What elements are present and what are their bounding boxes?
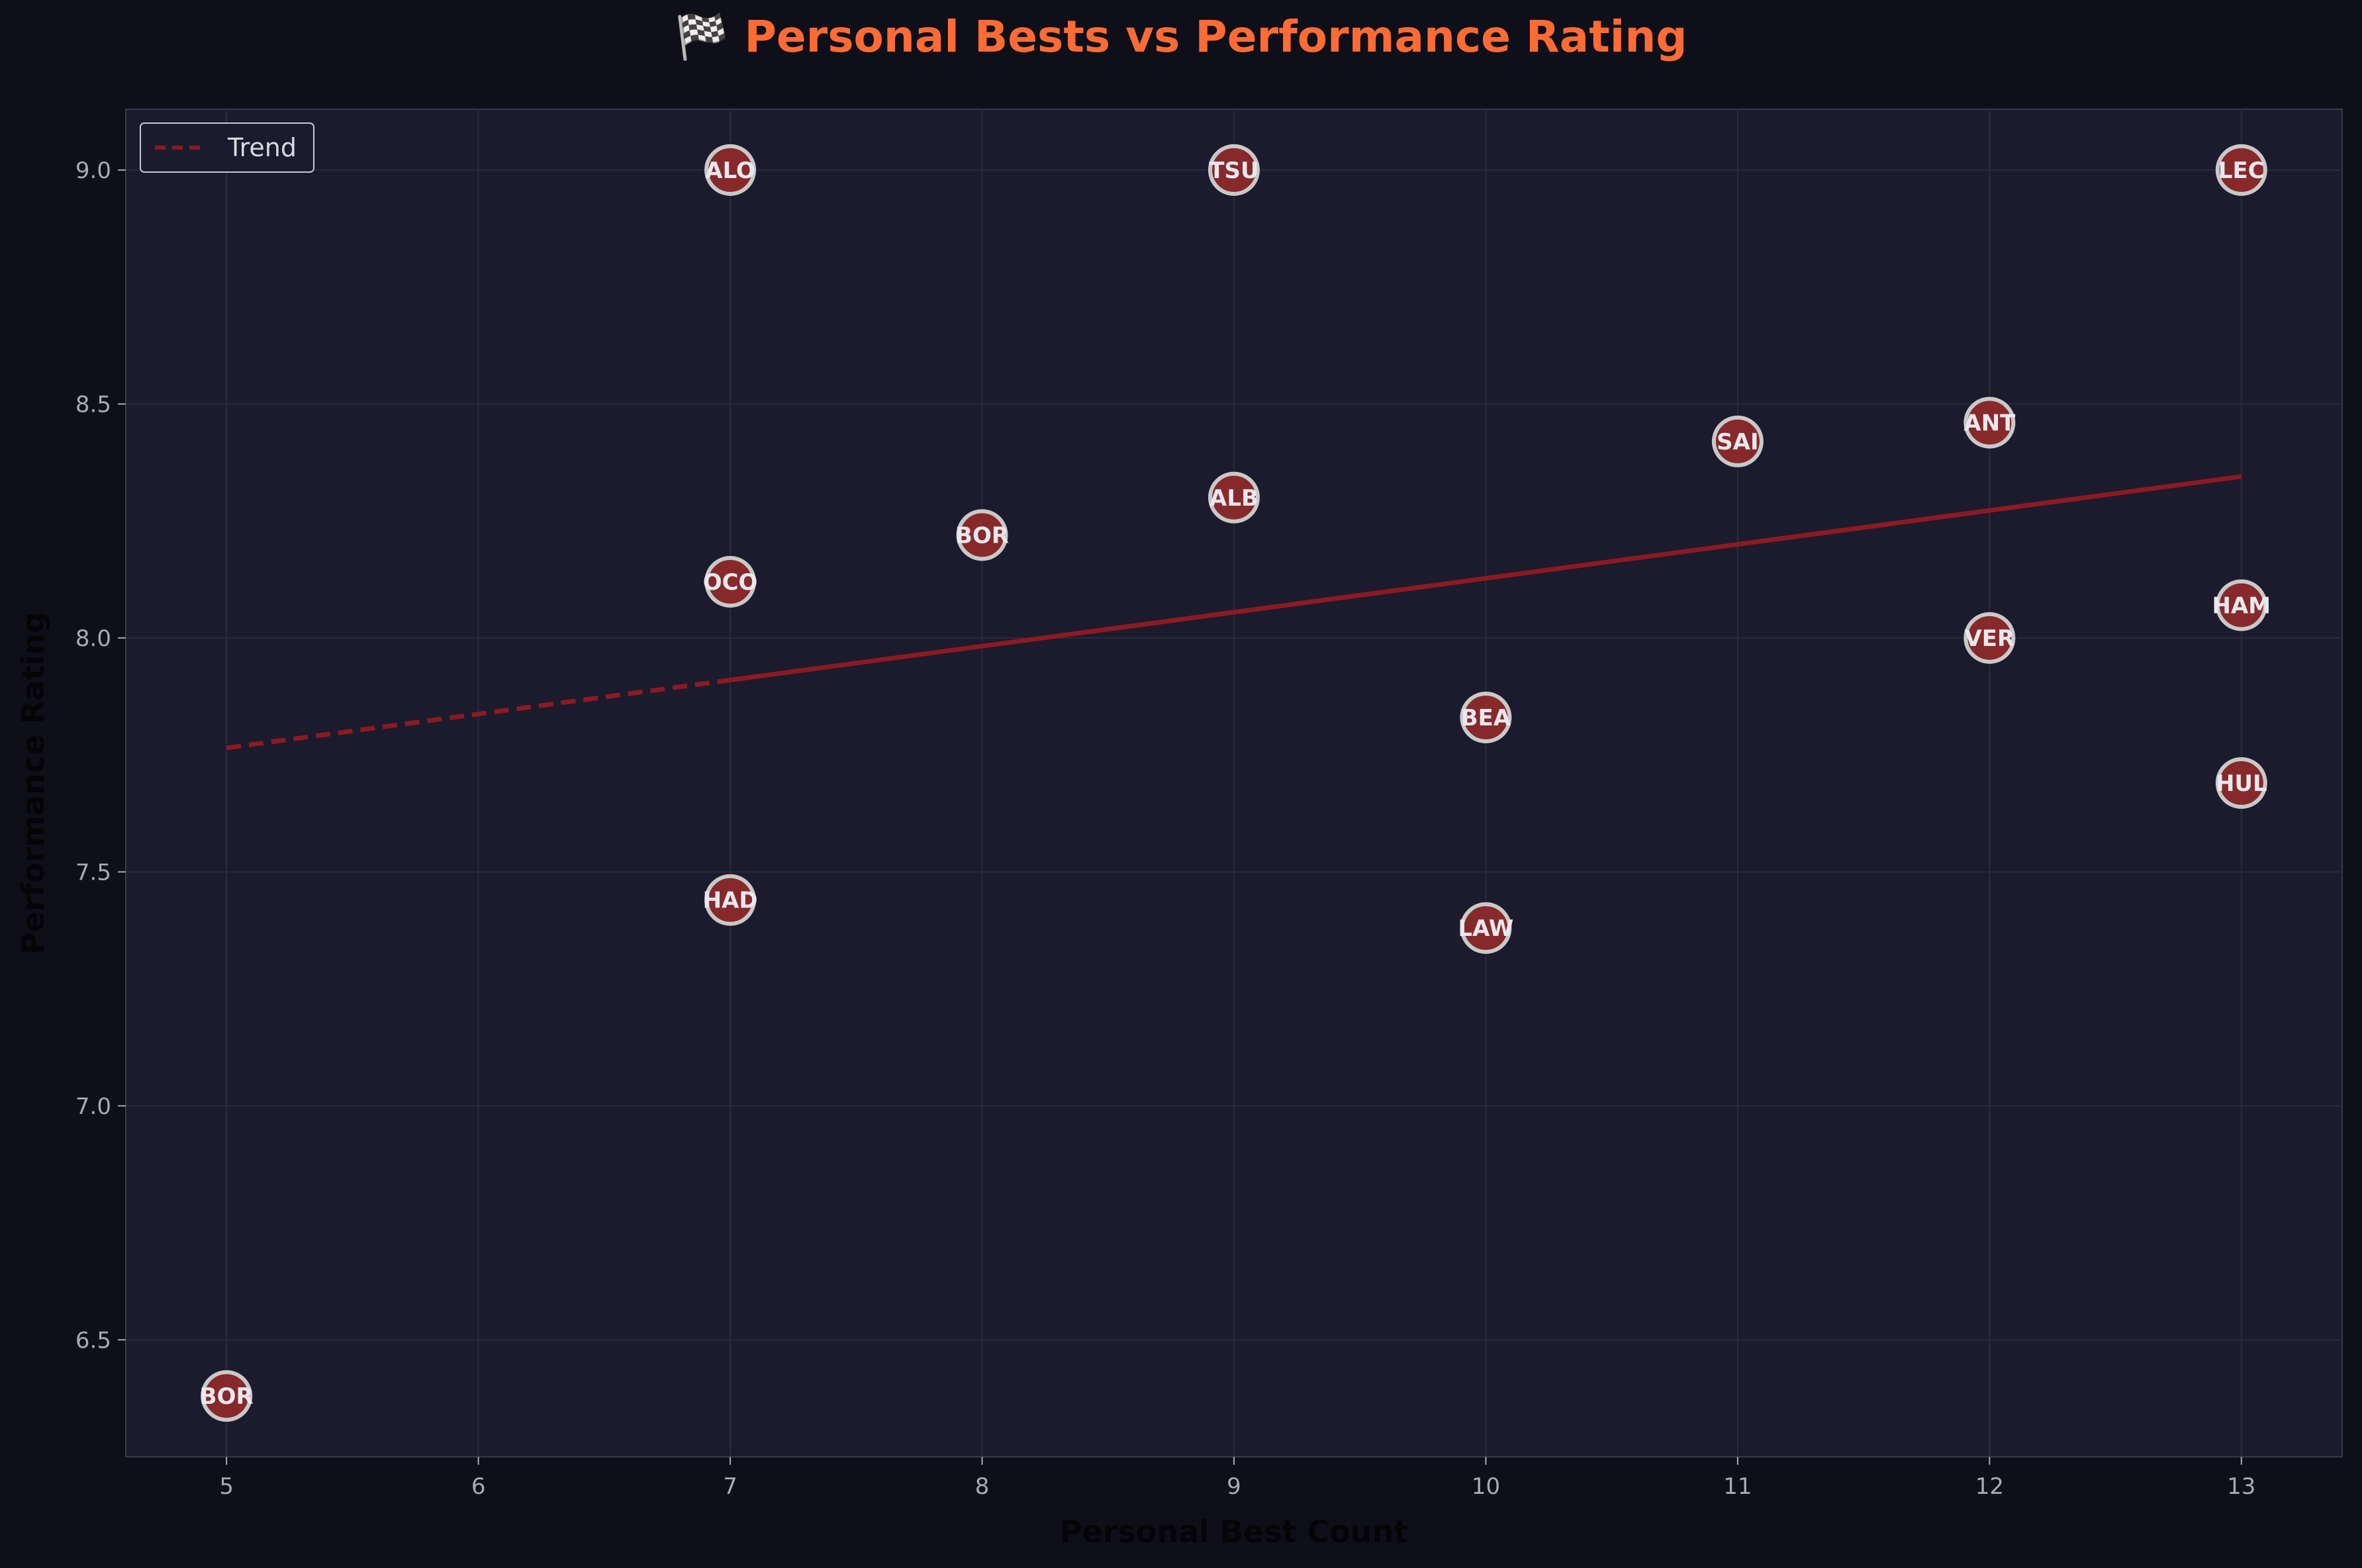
- point-label: LAW: [1458, 915, 1513, 942]
- data-point: TSU: [1208, 144, 1260, 196]
- axis-ticks: 5 6 7 8 9 10 11 12 13 6.5 7.0 7.5 8.0 8.5 9.0: [75, 158, 2256, 1500]
- point-label: HAD: [703, 888, 758, 914]
- point-label: TSU: [1209, 158, 1258, 184]
- point-label: HUL: [2216, 770, 2267, 797]
- point-marker: [1208, 144, 1260, 196]
- y-tick-label: 8.0: [75, 625, 111, 652]
- data-point: ALO: [704, 144, 757, 196]
- point-marker: [1460, 692, 1512, 744]
- point-label: LEC: [2218, 158, 2265, 184]
- legend-box: [140, 122, 314, 173]
- point-marker: [704, 144, 757, 196]
- x-tick-label: 12: [1975, 1473, 2004, 1500]
- trend-line: [226, 474, 2242, 751]
- x-tick-label: 9: [1227, 1473, 1241, 1500]
- point-marker: [1963, 612, 2016, 664]
- point-label: SAI: [1717, 429, 1758, 455]
- trend-line-dashed: [226, 678, 731, 751]
- y-tick-label: 9.0: [75, 158, 111, 184]
- data-point: LAW: [1458, 902, 1513, 954]
- x-tick-label: 13: [2227, 1473, 2255, 1500]
- point-marker: [2215, 579, 2267, 631]
- x-tick-label: 11: [1723, 1473, 1752, 1500]
- point-marker: [1208, 471, 1260, 524]
- point-marker: [1711, 415, 1764, 467]
- data-point: HAD: [703, 874, 758, 926]
- y-tick-label: 7.0: [75, 1093, 111, 1120]
- x-tick-label: 5: [219, 1473, 234, 1500]
- y-axis-title: Performance Rating: [15, 612, 51, 954]
- point-label: ALO: [705, 158, 755, 184]
- point-marker: [704, 556, 757, 608]
- legend: Trend: [140, 122, 314, 173]
- legend-trend-label: Trend: [227, 133, 297, 162]
- data-point: ALB: [1208, 471, 1260, 524]
- point-marker: [201, 1370, 253, 1422]
- y-tick-label: 7.5: [75, 859, 111, 886]
- x-tick-label: 6: [471, 1473, 486, 1500]
- point-marker: [704, 874, 757, 926]
- point-label: BOR: [955, 522, 1009, 549]
- point-marker: [956, 509, 1008, 561]
- data-point: VER: [1963, 612, 2016, 664]
- x-tick-label: 10: [1472, 1473, 1500, 1500]
- point-label: VER: [1964, 625, 2014, 652]
- point-label: OCO: [703, 569, 758, 596]
- x-axis-title: Personal Best Count: [1060, 1514, 1409, 1549]
- data-point: BOR: [200, 1370, 254, 1422]
- data-point: BOR: [955, 509, 1009, 561]
- point-label: BOR: [200, 1383, 254, 1410]
- point-marker: [2215, 144, 2267, 196]
- point-label: HAM: [2212, 592, 2271, 619]
- point-label: ALB: [1209, 485, 1258, 512]
- data-points: BOR ALO OCO HAD BOR TSU ALB LAW BEA SAI ANT VER LEC H…: [200, 144, 2271, 1422]
- chart-title: 🏁 Personal Bests vs Performance Rating: [675, 11, 1687, 62]
- trend-line-solid: [730, 474, 2242, 682]
- data-point: HUL: [2215, 757, 2267, 809]
- data-point: SAI: [1711, 415, 1764, 467]
- x-tick-label: 7: [723, 1473, 737, 1500]
- data-point: OCO: [703, 556, 758, 608]
- y-tick-label: 6.5: [75, 1327, 111, 1354]
- data-point: ANT: [1963, 396, 2016, 449]
- data-point: HAM: [2212, 579, 2271, 631]
- data-point: LEC: [2215, 144, 2267, 196]
- x-tick-label: 8: [975, 1473, 990, 1500]
- point-label: ANT: [1963, 410, 2016, 437]
- data-point: BEA: [1460, 692, 1512, 744]
- point-marker: [1963, 396, 2016, 449]
- point-marker: [2215, 757, 2267, 809]
- point-label: BEA: [1461, 705, 1511, 731]
- point-marker: [1460, 902, 1512, 954]
- y-tick-label: 8.5: [75, 391, 111, 418]
